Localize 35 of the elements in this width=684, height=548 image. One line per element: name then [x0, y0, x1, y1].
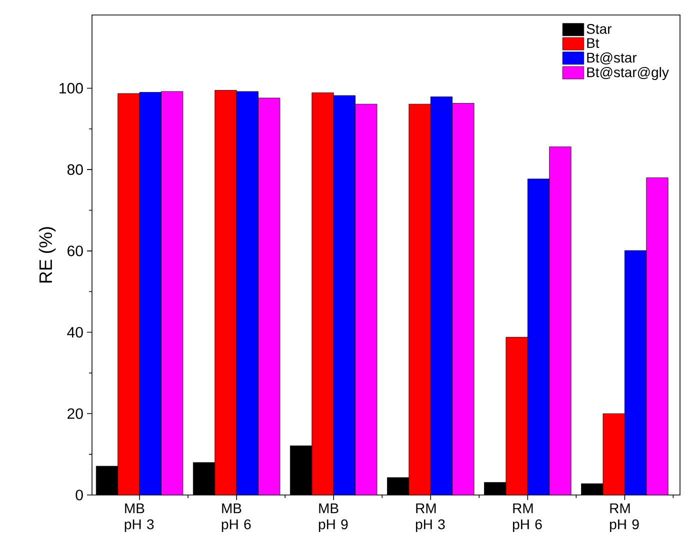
bar: [355, 104, 378, 495]
bar: [408, 104, 431, 495]
legend-label: Bt@star@gly: [587, 66, 669, 80]
x-tick-label: MB pH 6: [222, 504, 251, 532]
bar: [334, 96, 356, 495]
bar: [549, 146, 572, 495]
y-tick-label: 100: [60, 82, 83, 94]
x-tick-label: MB pH 9: [318, 504, 348, 532]
y-tick-label: 0: [76, 490, 83, 500]
y-tick-label: 80: [67, 164, 83, 175]
bar: [161, 91, 183, 495]
bar: [140, 92, 162, 495]
y-tick-label: 60: [68, 246, 83, 256]
x-tick-label: MB pH 3: [124, 504, 154, 532]
x-tick-label: RM pH 9: [610, 504, 639, 532]
bar: [214, 90, 237, 495]
bar: [258, 98, 280, 495]
x-tick-label: RM pH 3: [416, 504, 445, 532]
legend-label: Star: [586, 24, 612, 34]
bar: [236, 91, 258, 495]
bar: [452, 103, 474, 495]
bar: [430, 96, 452, 495]
bar: [646, 178, 668, 495]
legend-label: Bt: [587, 38, 600, 48]
bar: [118, 94, 140, 495]
bar: [624, 250, 647, 495]
y-tick-label: 40: [67, 326, 83, 338]
x-tick-label: RM pH 6: [512, 504, 542, 532]
bar: [506, 337, 528, 495]
bar: [312, 92, 334, 495]
bar: [528, 178, 550, 495]
y-tick-label: 20: [68, 408, 83, 419]
y-axis-title: RE (%): [38, 227, 56, 283]
legend-label: Bt@star: [587, 52, 637, 64]
bar: [602, 413, 625, 495]
